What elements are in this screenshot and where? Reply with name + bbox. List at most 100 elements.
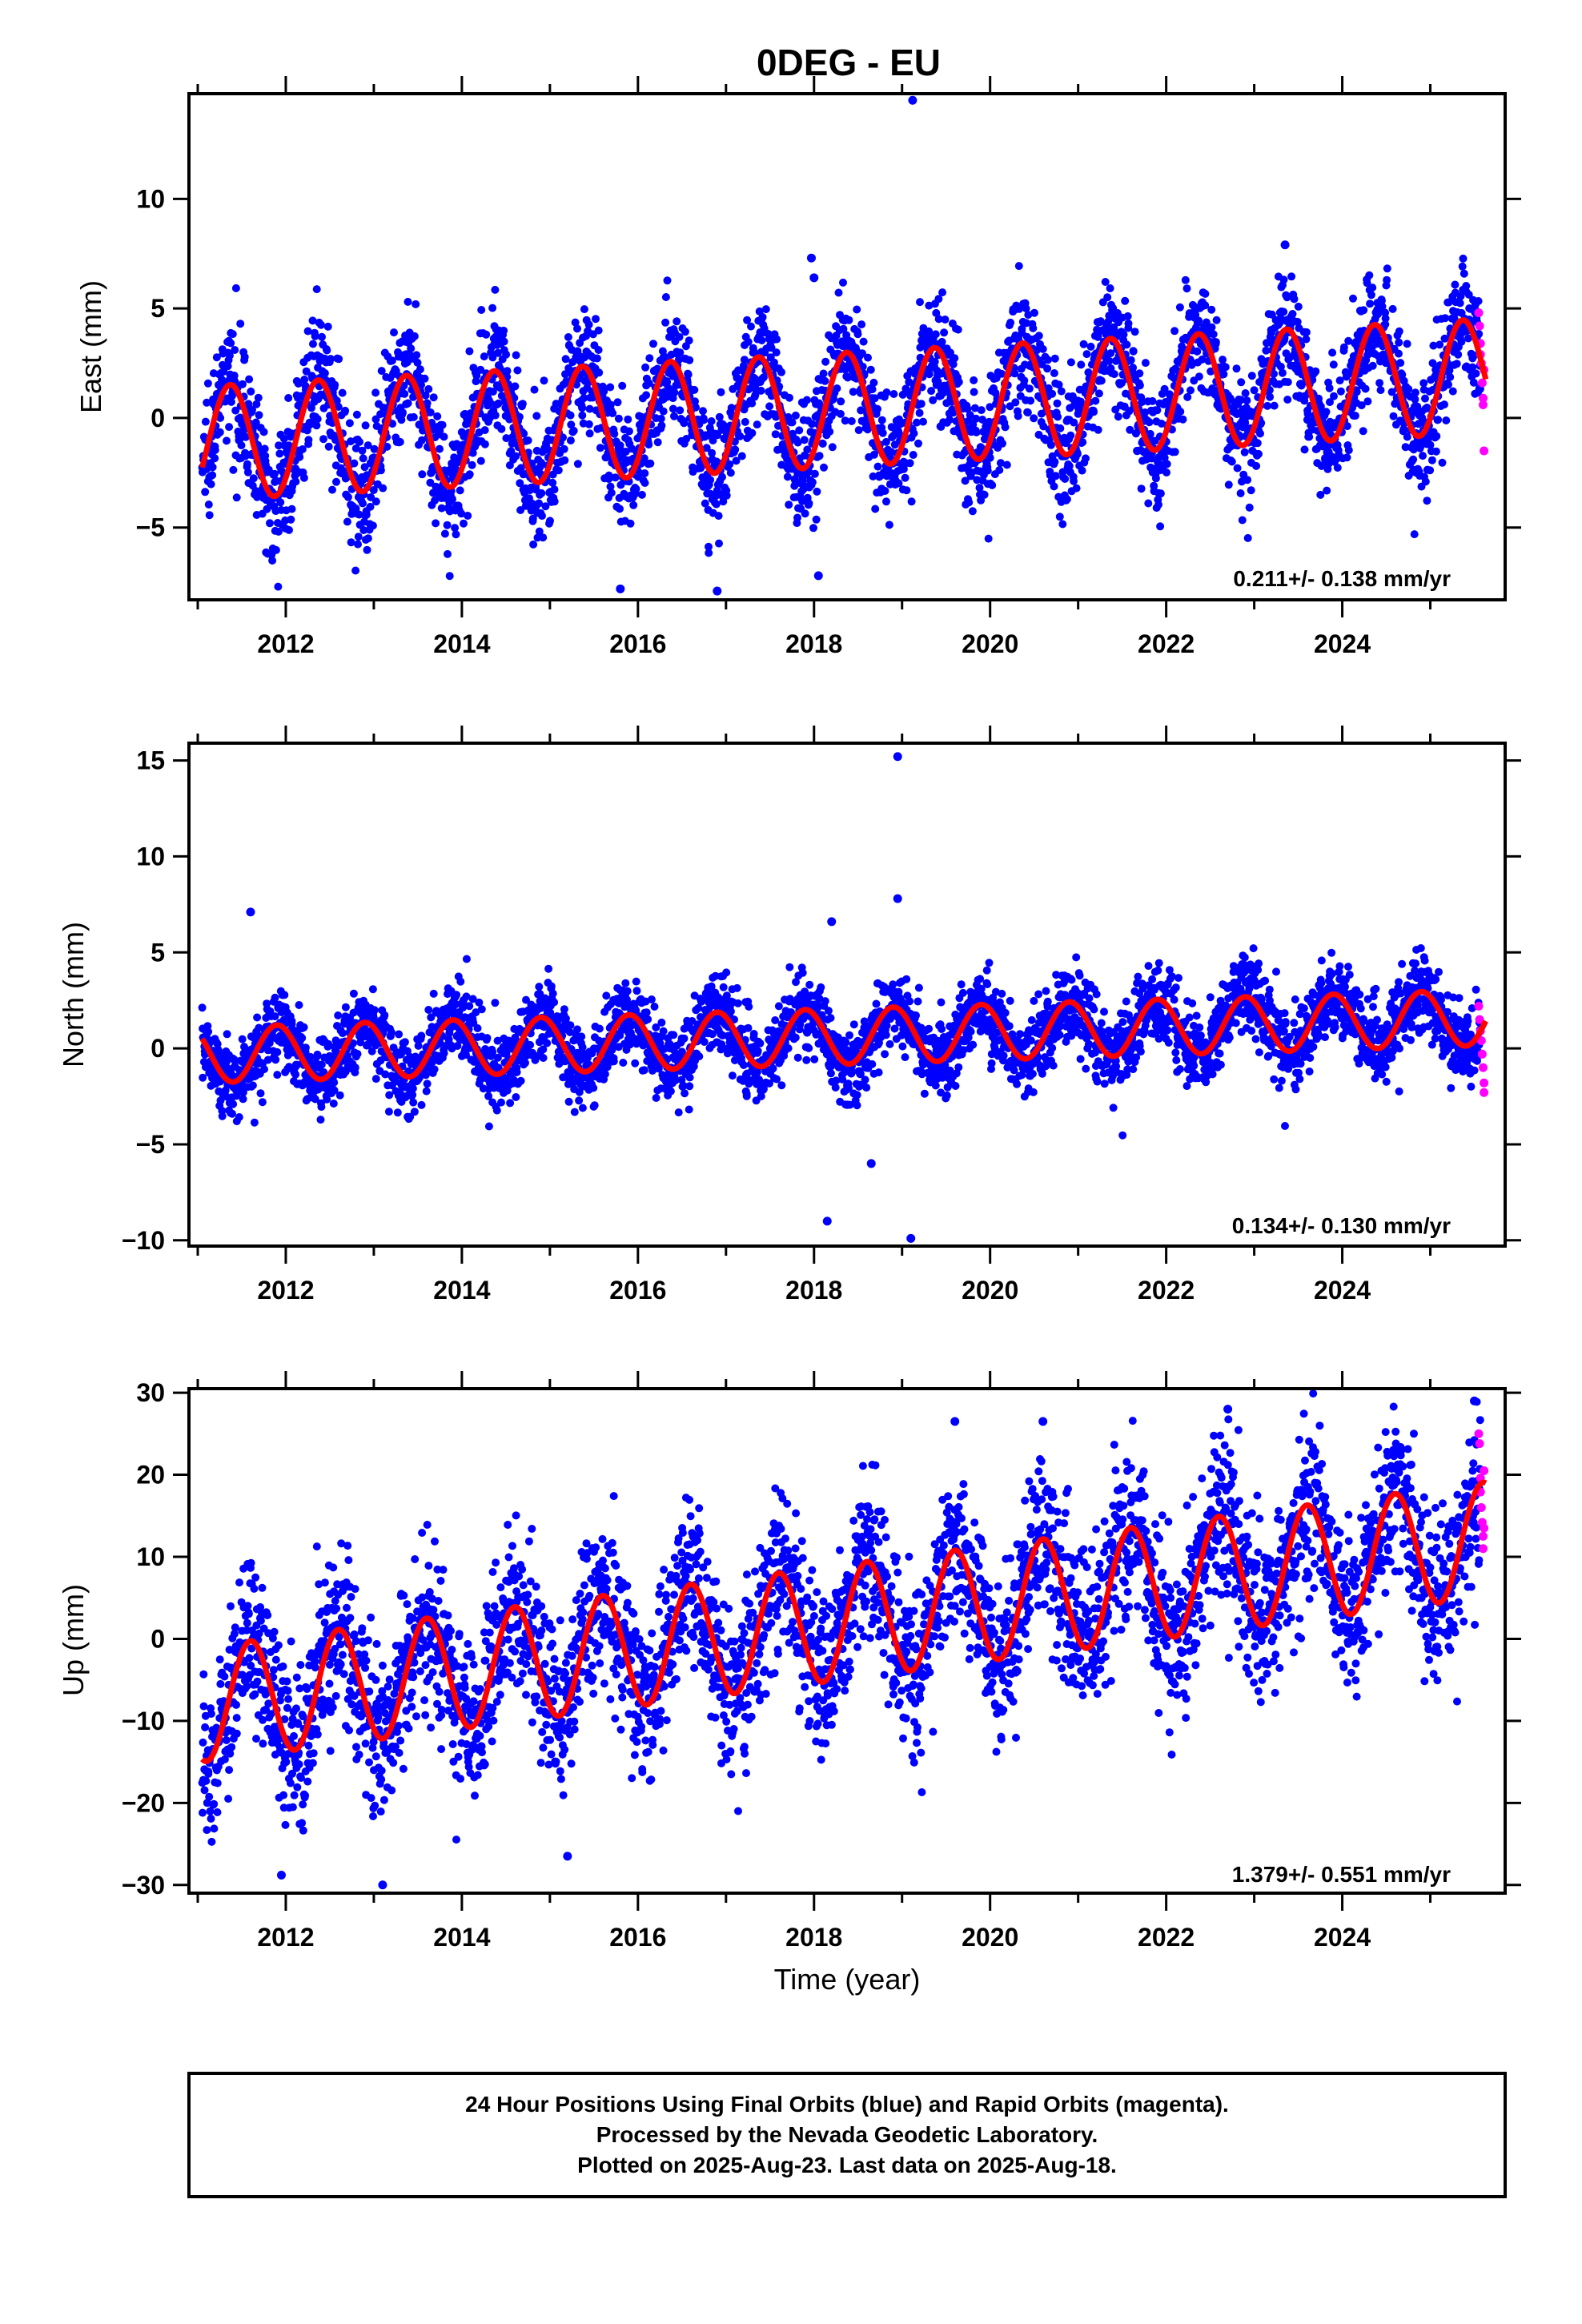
final-orbit-point [227,397,235,406]
final-orbit-point [1311,367,1320,376]
final-orbit-point [731,445,740,454]
final-orbit-point [1072,484,1081,493]
final-orbit-point [613,398,622,407]
final-orbit-point [1462,282,1471,290]
final-orbit-point [477,1005,486,1014]
final-orbit-point [640,1066,648,1075]
final-orbit-point [218,1112,227,1120]
final-orbit-point [1288,310,1297,318]
final-orbit-point [632,485,640,493]
final-orbit-point [1043,356,1052,364]
final-orbit-point [1056,424,1065,432]
final-orbit-point [777,368,785,376]
final-orbit-point [919,417,927,426]
final-orbit-point [330,1078,339,1087]
final-orbit-point [589,1084,598,1092]
final-orbit-point [1091,396,1100,405]
final-orbit-point [228,1109,236,1118]
final-orbit-point [235,1113,243,1121]
final-orbit-point [201,417,210,426]
final-orbit-point [854,426,863,435]
final-orbit-point [564,333,572,341]
final-orbit-point [685,336,693,345]
final-orbit-point [805,499,813,508]
final-orbit-point [351,1063,359,1072]
final-orbit-point [368,521,377,530]
final-orbit-point [1290,295,1299,304]
final-orbit-point [1232,364,1241,373]
final-orbit-point [889,390,898,398]
final-orbit-point [954,325,962,334]
final-orbit-point [1368,361,1377,370]
final-orbit-point [1006,318,1015,327]
final-orbit-point [1446,372,1455,381]
final-orbit-point [659,407,668,416]
final-orbit-point [1440,400,1448,409]
final-orbit-point [512,1093,520,1101]
final-orbit-point [1442,416,1451,424]
final-orbit-point [793,513,801,522]
final-orbit-point [1421,477,1430,486]
final-orbit-point [223,362,232,371]
final-orbit-point [706,476,715,485]
x-tick-label: 2014 [433,629,490,658]
final-orbit-point [881,487,889,495]
final-orbit-point [317,320,325,329]
final-orbit-point [901,473,909,482]
final-orbit-point [859,337,868,346]
final-orbit-point [433,412,442,420]
rapid-orbit-point [1477,378,1487,388]
final-orbit-point [298,1034,307,1043]
final-orbit-point [313,1050,322,1059]
final-orbit-point [338,388,347,397]
final-orbit-point [610,429,619,438]
final-orbit-point [560,1005,568,1014]
final-orbit-point [285,525,293,534]
final-orbit-point [513,366,522,375]
final-orbit-point [280,991,289,999]
final-orbit-point [866,365,875,374]
final-orbit-point [1043,364,1052,373]
final-orbit-point [1135,381,1144,390]
final-orbit-point [1283,396,1292,404]
final-orbit-point [1238,516,1247,525]
final-orbit-point [1119,330,1128,339]
final-orbit-point [914,439,922,448]
final-orbit-point [500,326,508,335]
final-orbit-point [1395,349,1403,358]
final-orbit-point [938,288,947,297]
final-orbit-point [853,330,862,339]
final-orbit-point [1103,293,1112,302]
final-orbit-point [298,445,307,453]
final-orbit-point [1062,495,1071,504]
final-orbit-point [1448,387,1457,396]
final-orbit-point [624,427,633,436]
final-orbit-point [358,446,367,455]
final-orbit-point [882,388,891,396]
final-orbit-point [812,515,821,524]
final-orbit-point [212,353,221,362]
final-orbit-point [535,983,544,991]
final-orbit-point [1078,466,1086,475]
final-orbit-point [355,437,363,446]
x-tick-label: 2012 [257,629,314,658]
final-orbit-point [418,470,427,479]
final-orbit-point [368,985,377,994]
final-orbit-point [431,497,439,505]
final-orbit-point [287,505,296,513]
rapid-orbit-point [1474,308,1484,318]
final-orbit-point [351,444,360,452]
final-orbit-point [820,463,828,472]
final-orbit-point [274,582,283,591]
final-orbit-point [621,979,630,987]
final-orbit-point [268,557,277,565]
final-orbit-point [430,1065,439,1074]
final-orbit-point [554,466,563,475]
final-orbit-point [1057,387,1066,396]
final-orbit-point [301,1043,310,1052]
final-orbit-point [225,352,234,360]
final-orbit-point [718,472,726,481]
final-orbit-point [1243,533,1252,542]
final-orbit-point [1343,453,1351,462]
final-orbit-point [590,1101,599,1110]
